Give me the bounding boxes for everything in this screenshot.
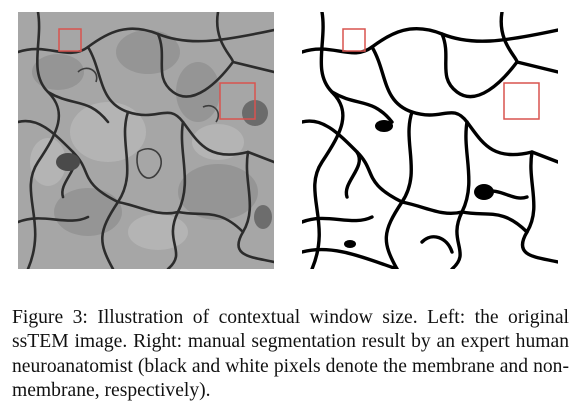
figure-caption: Figure 3: Illustration of contextual win… bbox=[12, 307, 569, 402]
large-context-window-box bbox=[219, 82, 256, 120]
large-context-window-box bbox=[503, 82, 540, 120]
small-context-window-box bbox=[342, 28, 366, 52]
small-context-window-box bbox=[58, 28, 82, 52]
segmentation-image bbox=[302, 12, 558, 269]
sstem-image-panel bbox=[18, 12, 274, 269]
segmentation-panel bbox=[302, 12, 558, 269]
sstem-image bbox=[18, 12, 274, 269]
